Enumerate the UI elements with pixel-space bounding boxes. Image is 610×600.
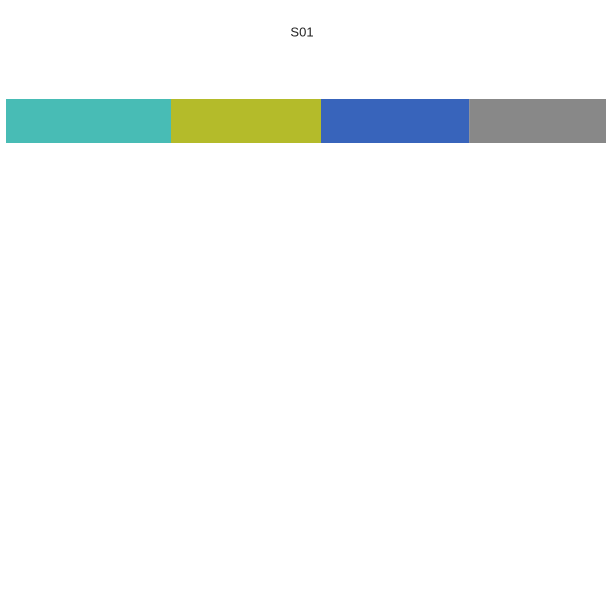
bar-segment xyxy=(171,99,321,143)
bar-segment xyxy=(6,99,171,143)
bar-segment xyxy=(469,99,606,143)
chart-title: S01 xyxy=(290,24,313,39)
bar-segment xyxy=(321,99,470,143)
